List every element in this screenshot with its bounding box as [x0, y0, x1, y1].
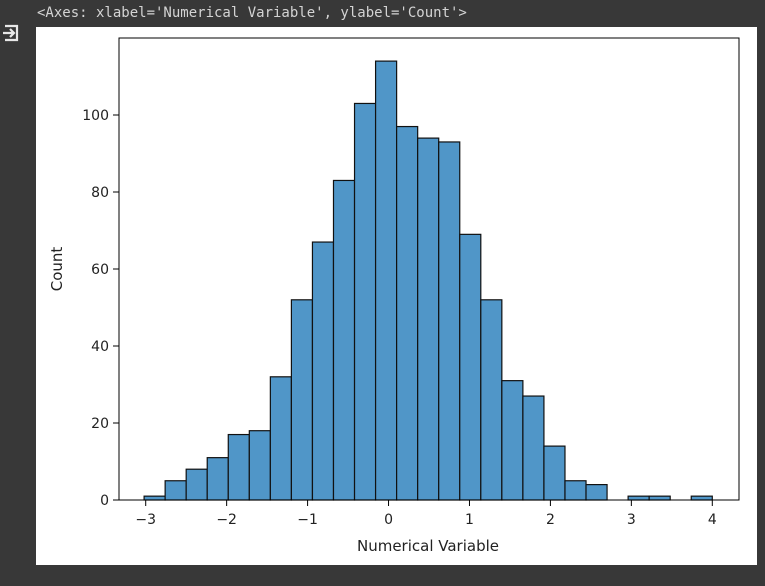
histogram-bar [564, 480, 587, 501]
axes-repr-text: <Axes: xlabel='Numerical Variable', ylab… [37, 5, 467, 21]
histogram-bar [648, 495, 671, 501]
y-tick-label: 60 [91, 262, 109, 278]
x-axis: −3 −2 −1 0 1 2 3 4 [135, 500, 717, 528]
x-tick-label: −3 [135, 512, 156, 528]
histogram-chart: −3 −2 −1 0 1 2 3 4 0 20 40 60 80 100 Numerical Varia… [48, 37, 740, 555]
histogram-bar [522, 395, 545, 501]
histogram-bar [164, 480, 187, 501]
histogram-bar [227, 433, 250, 501]
y-tick-label: 0 [100, 493, 109, 509]
histogram-bar [690, 495, 713, 501]
x-tick-label: 0 [384, 512, 393, 528]
histogram-bar [269, 376, 293, 501]
histogram-bar [438, 141, 461, 501]
histogram-bar [332, 179, 356, 501]
x-tick-label: 2 [546, 512, 555, 528]
x-tick-label: −2 [216, 512, 237, 528]
y-tick-label: 100 [82, 108, 109, 124]
histogram-bar [311, 241, 335, 501]
y-tick-label: 40 [91, 339, 109, 355]
histogram-bar [143, 495, 166, 501]
histogram-bar [543, 445, 566, 501]
bars-group [143, 60, 713, 501]
histogram-bar [353, 102, 377, 501]
y-tick-label: 80 [91, 185, 109, 201]
histogram-bar [627, 495, 650, 501]
histogram-bar [396, 125, 419, 501]
x-tick-label: 1 [465, 512, 474, 528]
histogram-bar [480, 299, 503, 501]
x-tick-label: 3 [627, 512, 636, 528]
histogram-bar [374, 60, 398, 501]
output-arrow-icon [2, 22, 22, 44]
histogram-bar [417, 137, 440, 501]
x-tick-label: −1 [297, 512, 318, 528]
y-tick-label: 20 [91, 416, 109, 432]
histogram-bar [459, 233, 482, 501]
y-axis: 0 20 40 60 80 100 [82, 108, 119, 509]
histogram-bar [501, 380, 524, 501]
histogram-bar [248, 430, 271, 501]
histogram-figure: −3 −2 −1 0 1 2 3 4 0 20 40 60 80 100 Numerical Varia… [36, 27, 757, 565]
histogram-bar [585, 484, 608, 501]
histogram-bar [290, 299, 314, 501]
x-tick-label: 4 [708, 512, 717, 528]
y-axis-label: Count [48, 247, 66, 292]
histogram-bar [185, 468, 208, 501]
histogram-bar [206, 457, 229, 501]
x-axis-label: Numerical Variable [357, 537, 499, 555]
